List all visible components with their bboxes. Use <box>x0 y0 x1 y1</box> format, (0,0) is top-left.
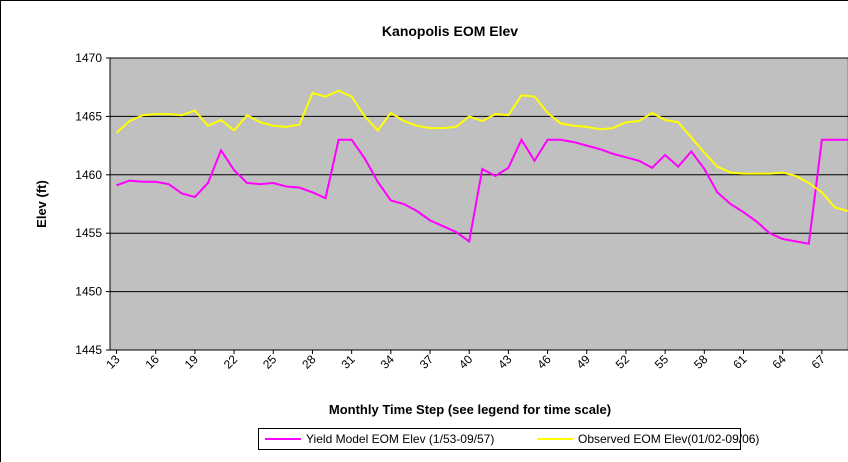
x-tick-label: 58 <box>691 352 711 372</box>
y-tick-label: 1445 <box>75 343 102 357</box>
x-tick-label: 37 <box>417 352 437 372</box>
x-tick-label: 64 <box>769 352 789 372</box>
y-tick-label: 1455 <box>75 226 102 240</box>
y-tick-label: 1460 <box>75 168 102 182</box>
legend <box>258 428 741 450</box>
x-tick-label: 16 <box>142 352 162 372</box>
chart-title: Kanopolis EOM Elev <box>382 23 518 39</box>
y-tick-label: 1470 <box>75 51 102 65</box>
x-tick-label: 19 <box>182 352 202 372</box>
x-axis-title: Monthly Time Step (see legend for time s… <box>329 402 611 417</box>
data-line <box>116 137 848 245</box>
legend-label: Observed EOM Elev(01/02-09/06) <box>578 432 759 446</box>
x-tick-label: 22 <box>221 352 241 372</box>
x-tick-label: 34 <box>378 352 398 372</box>
y-tick-label: 1465 <box>75 109 102 123</box>
x-tick-label: 49 <box>574 352 594 372</box>
x-tick-label: 25 <box>260 352 280 372</box>
x-tick-label: 28 <box>299 352 319 372</box>
x-tick-label: 46 <box>534 352 554 372</box>
x-tick-label: 52 <box>613 352 633 372</box>
x-tick-label: 13 <box>103 352 123 372</box>
x-tick-label: 40 <box>456 352 476 372</box>
plot-area <box>109 57 848 351</box>
data-line <box>115 89 848 212</box>
x-tick-label: 67 <box>809 352 829 372</box>
x-tick-label: 61 <box>730 352 750 372</box>
y-axis-title: Elev (ft) <box>34 180 49 228</box>
legend-label: Yield Model EOM Elev (1/53-09/57) <box>306 432 494 446</box>
y-tick-label: 1450 <box>75 285 102 299</box>
x-tick-label: 55 <box>652 352 672 372</box>
x-tick-label: 43 <box>495 352 515 372</box>
x-tick-label: 31 <box>338 352 358 372</box>
